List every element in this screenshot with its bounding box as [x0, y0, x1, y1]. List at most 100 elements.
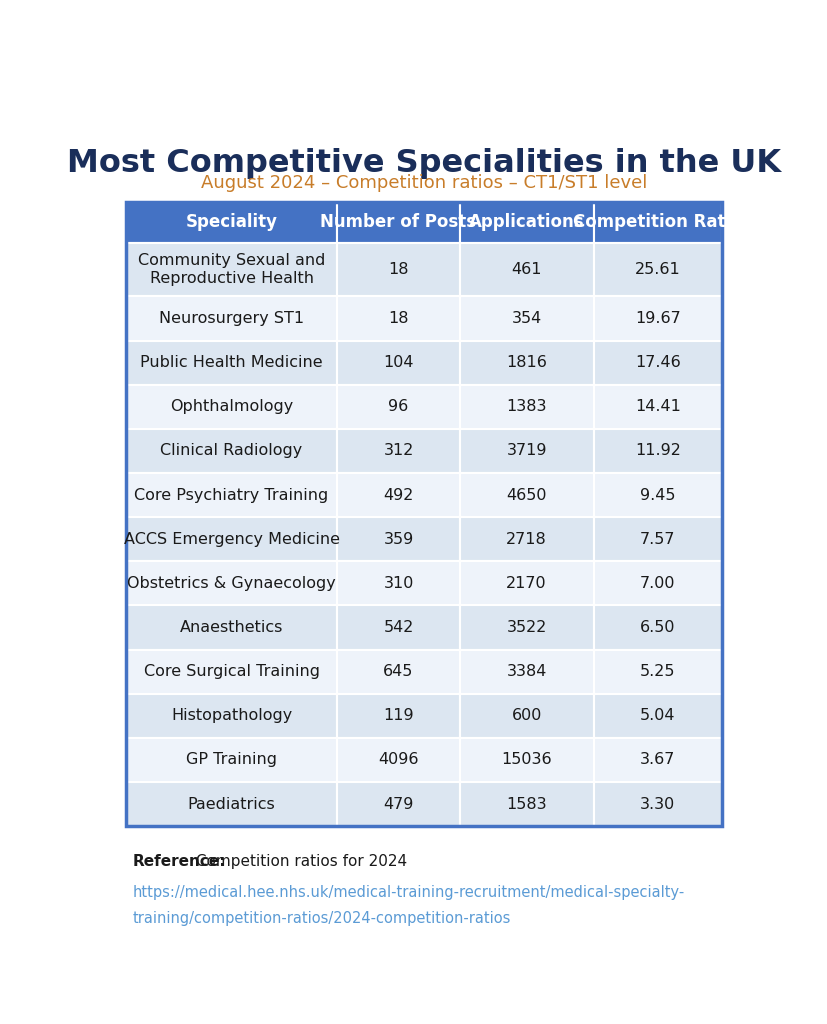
Text: 14.41: 14.41 — [635, 399, 681, 415]
Text: Paediatrics: Paediatrics — [188, 797, 275, 812]
Text: Public Health Medicine: Public Health Medicine — [141, 355, 323, 370]
FancyBboxPatch shape — [337, 605, 460, 649]
FancyBboxPatch shape — [594, 296, 722, 341]
Text: Applications: Applications — [469, 213, 585, 231]
Text: 461: 461 — [511, 262, 542, 278]
Text: 5.25: 5.25 — [640, 665, 676, 679]
Text: Competition ratios for 2024: Competition ratios for 2024 — [191, 854, 408, 868]
FancyBboxPatch shape — [126, 296, 337, 341]
Text: 7.00: 7.00 — [640, 575, 676, 591]
Text: 359: 359 — [384, 531, 414, 547]
Text: Histopathology: Histopathology — [171, 709, 292, 723]
FancyBboxPatch shape — [126, 649, 337, 693]
FancyBboxPatch shape — [594, 738, 722, 782]
FancyBboxPatch shape — [460, 202, 594, 243]
FancyBboxPatch shape — [594, 605, 722, 649]
FancyBboxPatch shape — [460, 782, 594, 826]
Text: Competition Ratio: Competition Ratio — [573, 213, 743, 231]
Text: Number of Posts: Number of Posts — [320, 213, 476, 231]
FancyBboxPatch shape — [337, 693, 460, 738]
FancyBboxPatch shape — [126, 561, 337, 605]
FancyBboxPatch shape — [594, 693, 722, 738]
FancyBboxPatch shape — [460, 243, 594, 296]
FancyBboxPatch shape — [126, 202, 337, 243]
Text: 18: 18 — [388, 262, 409, 278]
Text: 6.50: 6.50 — [640, 620, 676, 635]
FancyBboxPatch shape — [460, 296, 594, 341]
FancyBboxPatch shape — [126, 473, 337, 517]
FancyBboxPatch shape — [460, 429, 594, 473]
FancyBboxPatch shape — [460, 341, 594, 385]
Text: 104: 104 — [383, 355, 414, 370]
FancyBboxPatch shape — [594, 561, 722, 605]
FancyBboxPatch shape — [594, 202, 722, 243]
FancyBboxPatch shape — [460, 561, 594, 605]
Text: 11.92: 11.92 — [635, 443, 681, 459]
FancyBboxPatch shape — [126, 517, 337, 561]
Text: 645: 645 — [384, 665, 414, 679]
Text: 3.30: 3.30 — [640, 797, 676, 812]
FancyBboxPatch shape — [594, 517, 722, 561]
FancyBboxPatch shape — [126, 385, 337, 429]
Text: training/competition-ratios/2024-competition-ratios: training/competition-ratios/2024-competi… — [132, 910, 510, 926]
FancyBboxPatch shape — [594, 341, 722, 385]
FancyBboxPatch shape — [337, 341, 460, 385]
Text: 3384: 3384 — [506, 665, 547, 679]
Text: 1583: 1583 — [506, 797, 547, 812]
FancyBboxPatch shape — [460, 738, 594, 782]
Text: 25.61: 25.61 — [635, 262, 681, 278]
FancyBboxPatch shape — [126, 243, 337, 296]
Text: Community Sexual and
Reproductive Health: Community Sexual and Reproductive Health — [138, 253, 325, 286]
FancyBboxPatch shape — [337, 517, 460, 561]
FancyBboxPatch shape — [126, 782, 337, 826]
FancyBboxPatch shape — [594, 429, 722, 473]
Text: Obstetrics & Gynaecology: Obstetrics & Gynaecology — [127, 575, 336, 591]
Text: 312: 312 — [384, 443, 414, 459]
FancyBboxPatch shape — [594, 243, 722, 296]
FancyBboxPatch shape — [126, 738, 337, 782]
Text: Neurosurgery ST1: Neurosurgery ST1 — [159, 311, 304, 326]
FancyBboxPatch shape — [594, 649, 722, 693]
Text: Core Psychiatry Training: Core Psychiatry Training — [135, 487, 329, 503]
FancyBboxPatch shape — [126, 429, 337, 473]
Text: 1816: 1816 — [506, 355, 547, 370]
FancyBboxPatch shape — [337, 429, 460, 473]
Text: ACCS Emergency Medicine: ACCS Emergency Medicine — [123, 531, 340, 547]
Text: Reference:: Reference: — [132, 854, 226, 868]
Text: 4650: 4650 — [506, 487, 547, 503]
Text: 19.67: 19.67 — [635, 311, 681, 326]
Text: 18: 18 — [388, 311, 409, 326]
Text: Core Surgical Training: Core Surgical Training — [144, 665, 319, 679]
FancyBboxPatch shape — [337, 561, 460, 605]
Text: 2718: 2718 — [506, 531, 547, 547]
FancyBboxPatch shape — [337, 473, 460, 517]
FancyBboxPatch shape — [594, 473, 722, 517]
Text: Ophthalmology: Ophthalmology — [170, 399, 294, 415]
Text: 9.45: 9.45 — [640, 487, 676, 503]
FancyBboxPatch shape — [337, 649, 460, 693]
FancyBboxPatch shape — [337, 296, 460, 341]
Text: https://medical.hee.nhs.uk/medical-training-recruitment/medical-specialty-: https://medical.hee.nhs.uk/medical-train… — [132, 886, 685, 900]
FancyBboxPatch shape — [460, 605, 594, 649]
Text: 1383: 1383 — [506, 399, 547, 415]
Text: 600: 600 — [511, 709, 542, 723]
Text: 3719: 3719 — [506, 443, 547, 459]
FancyBboxPatch shape — [337, 243, 460, 296]
Text: Most Competitive Specialities in the UK: Most Competitive Specialities in the UK — [67, 148, 781, 179]
Text: 119: 119 — [383, 709, 414, 723]
FancyBboxPatch shape — [337, 202, 460, 243]
FancyBboxPatch shape — [337, 782, 460, 826]
FancyBboxPatch shape — [460, 385, 594, 429]
Text: 492: 492 — [384, 487, 414, 503]
Text: 5.04: 5.04 — [640, 709, 676, 723]
FancyBboxPatch shape — [460, 473, 594, 517]
Text: 354: 354 — [512, 311, 542, 326]
Text: 3.67: 3.67 — [640, 753, 676, 767]
Text: 310: 310 — [384, 575, 414, 591]
Text: August 2024 – Competition ratios – CT1/ST1 level: August 2024 – Competition ratios – CT1/S… — [201, 174, 647, 193]
FancyBboxPatch shape — [126, 341, 337, 385]
Text: Speciality: Speciality — [185, 213, 278, 231]
Text: 4096: 4096 — [378, 753, 418, 767]
Text: Anaesthetics: Anaesthetics — [180, 620, 284, 635]
FancyBboxPatch shape — [126, 693, 337, 738]
